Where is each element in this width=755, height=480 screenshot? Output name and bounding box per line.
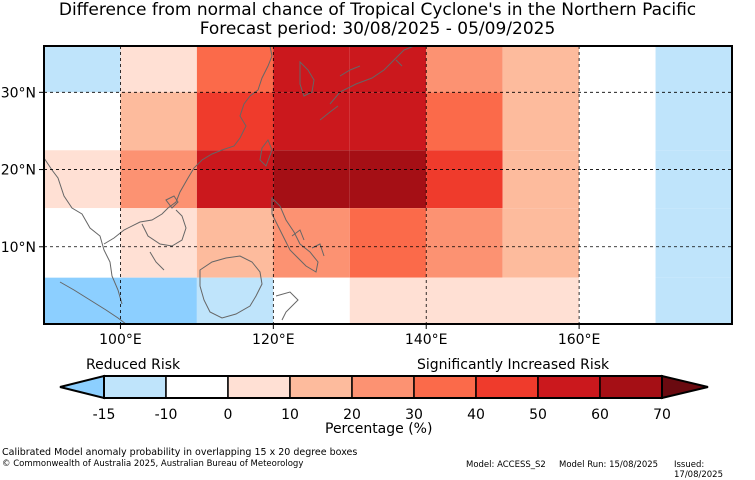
risk-cell-9 — [44, 92, 121, 151]
colorbar-axis-label: Percentage (%) — [325, 421, 433, 437]
coastline-sulawesi — [275, 291, 299, 321]
risk-cell-38 — [273, 277, 350, 324]
y-tick-label-2: 30°N — [1, 85, 36, 101]
map-axes: 100°E 120°E 140°E 160°E 10°N 20°N 30°N — [1, 85, 601, 348]
risk-cell-17 — [655, 92, 732, 151]
colorbar-tick-5: 30 — [405, 407, 423, 423]
x-tick-label-1: 120°E — [252, 332, 295, 348]
map-title: Difference from normal chance of Tropica… — [58, 0, 697, 20]
risk-cell-15 — [502, 92, 580, 151]
coastline-taiwan — [259, 138, 273, 167]
x-tick-label-2: 140°E — [405, 332, 448, 348]
y-tick-label-0: 10°N — [1, 240, 36, 256]
coastline-mainland — [43, 45, 273, 305]
risk-cell-20 — [196, 150, 274, 209]
risk-cell-4 — [349, 46, 427, 93]
risk-cell-23 — [426, 150, 503, 209]
risk-grid — [44, 46, 732, 324]
risk-cell-40 — [579, 277, 656, 324]
risk-cell-11 — [196, 92, 274, 151]
risk-cell-1 — [120, 46, 197, 93]
coastline-hainan — [165, 195, 179, 209]
colorbar-tick-4: 20 — [343, 407, 361, 423]
footer-model: Model: ACCESS_S2 — [466, 460, 546, 470]
colorbar-low-extend — [59, 374, 105, 400]
risk-cell-41 — [655, 277, 732, 324]
map-figure: 100°E 120°E 140°E 160°E 10°N 20°N 30°N -15 -10 0… — [1, 45, 733, 423]
footer-issued: Issued: 17/08/2025 — [674, 460, 723, 480]
risk-cell-7 — [579, 46, 656, 93]
coastline-korea — [299, 60, 315, 97]
risk-cell-19 — [120, 150, 197, 209]
colorbar-tick-1: -10 — [155, 407, 178, 423]
risk-cell-27 — [44, 208, 121, 278]
risk-cell-37 — [196, 277, 274, 324]
colorbar-tick-9: 70 — [653, 407, 671, 423]
colorbar-bin-5 — [413, 375, 477, 399]
coastline-japan — [319, 45, 415, 121]
x-tick-label-3: 160°E — [558, 332, 601, 348]
risk-cell-35 — [655, 208, 732, 278]
risk-cell-32 — [426, 208, 503, 278]
risk-cell-16 — [579, 92, 656, 151]
risk-cell-2 — [196, 46, 274, 93]
risk-cell-21 — [273, 150, 350, 209]
y-tick-label-1: 20°N — [1, 163, 36, 179]
colorbar-tick-3: 10 — [281, 407, 299, 423]
colorbar-bin-0 — [103, 375, 167, 399]
risk-cell-3 — [273, 46, 350, 93]
risk-cell-10 — [120, 92, 197, 151]
coastline-borneo — [199, 255, 263, 319]
map-frame — [43, 45, 733, 325]
colorbar-tick-6: 40 — [467, 407, 485, 423]
colorbar-bin-4 — [351, 375, 415, 399]
x-tick-label-0: 100°E — [99, 332, 142, 348]
reduced-risk-label: Reduced Risk — [86, 357, 181, 373]
footer-copyright: © Commonwealth of Australia 2025, Austra… — [2, 459, 304, 469]
colorbar-bin-7 — [537, 375, 601, 399]
risk-cell-12 — [273, 92, 350, 151]
coastline-sumatra — [59, 281, 127, 325]
colorbar-bin-3 — [289, 375, 353, 399]
colorbar-bin-8 — [599, 375, 663, 399]
increased-risk-label: Significantly Increased Risk — [417, 357, 610, 373]
risk-cell-24 — [502, 150, 580, 209]
colorbar-tick-8: 60 — [591, 407, 609, 423]
forecast-period: Forecast period: 30/08/2025 - 05/09/2025 — [199, 19, 556, 39]
colorbar-high-extend — [661, 374, 709, 400]
colorbar: -15 -10 0 10 20 30 40 50 60 70 — [59, 374, 709, 423]
risk-cell-14 — [426, 92, 503, 151]
lat-lon-gridlines — [44, 46, 732, 324]
risk-cell-34 — [579, 208, 656, 278]
risk-cell-26 — [655, 150, 732, 209]
risk-cell-33 — [502, 208, 580, 278]
risk-cell-5 — [426, 46, 503, 93]
risk-cell-39 — [349, 277, 580, 324]
colorbar-tick-0: -15 — [93, 407, 116, 423]
risk-cell-6 — [502, 46, 580, 93]
footer-note: Calibrated Model anomaly probability in … — [2, 447, 358, 458]
risk-cell-8 — [655, 46, 732, 93]
footer-run: Model Run: 15/08/2025 — [559, 460, 659, 470]
risk-cell-18 — [44, 150, 121, 209]
colorbar-bin-1 — [165, 375, 229, 399]
risk-cell-0 — [44, 46, 121, 93]
risk-cell-31 — [349, 208, 427, 278]
colorbar-tick-2: 0 — [224, 407, 233, 423]
colorbar-tick-7: 50 — [529, 407, 547, 423]
colorbar-bin-2 — [227, 375, 291, 399]
risk-cell-30 — [273, 208, 350, 278]
risk-cell-29 — [196, 208, 274, 278]
risk-cell-13 — [349, 92, 427, 151]
colorbar-frame — [103, 375, 663, 399]
colorbar-bin-6 — [475, 375, 539, 399]
coastline-indochina — [141, 209, 187, 271]
risk-cell-25 — [579, 150, 656, 209]
risk-cell-22 — [349, 150, 427, 209]
